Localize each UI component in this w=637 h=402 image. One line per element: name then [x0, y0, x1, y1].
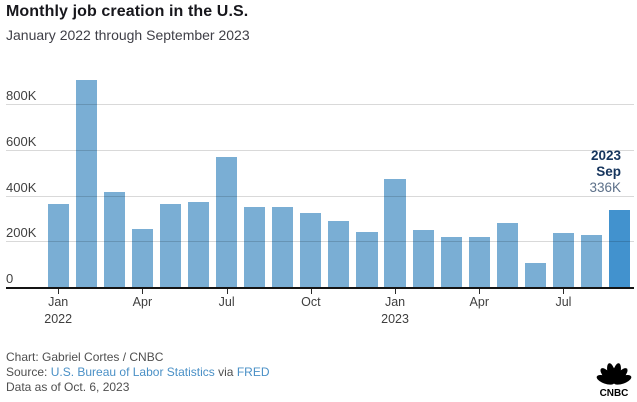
bar-Sep-2022 [272, 207, 294, 287]
gridline-600K [6, 149, 634, 151]
source-link-bls[interactable]: U.S. Bureau of Labor Statistics [50, 365, 215, 379]
x-tick-Apr [479, 289, 481, 294]
bar-Jul-2023 [552, 233, 575, 287]
x-tick-Jan2023 [395, 289, 397, 294]
latest-value-callout: 2023 Sep 336K [589, 148, 621, 196]
callout-month: Sep [596, 164, 621, 179]
bar-Aug-2022 [244, 206, 266, 287]
bar-Sep-2023 [609, 210, 631, 287]
x-tick-Oct [310, 289, 312, 294]
x-tick-Apr [142, 289, 144, 294]
chart-title: Monthly job creation in the U.S. [6, 3, 249, 20]
x-tick-Jan2022 [58, 289, 60, 294]
bar-Nov-2022 [328, 220, 350, 287]
source-link-fred[interactable]: FRED [236, 365, 270, 379]
x-axis-label-Oct: Oct [301, 295, 321, 309]
gridline-400K [6, 195, 634, 197]
data-as-of: Data as of Oct. 6, 2023 [6, 380, 130, 394]
bar-Feb-2023 [412, 230, 434, 287]
x-tick-Jul [563, 289, 565, 294]
bar-Oct-2022 [300, 212, 322, 287]
x-axis-year-2022: 2022 [44, 312, 73, 326]
y-axis-label-400K: 400K [6, 179, 37, 195]
y-axis-label-0: 0 [6, 271, 14, 286]
bar-Mar-2023 [440, 237, 462, 287]
bar-Jun-2022 [187, 202, 210, 287]
x-axis-label-Jan: Jan [48, 295, 69, 309]
y-axis-label-600K: 600K [6, 133, 37, 149]
y-axis-label-800K: 800K [6, 88, 37, 104]
source-label: Source: [6, 365, 48, 379]
x-axis-year-2023: 2023 [381, 312, 409, 326]
cnbc-logo: CNBC [596, 363, 632, 399]
bar-Dec-2022 [356, 232, 378, 287]
bar-Mar-2022 [103, 192, 125, 287]
x-axis-label-Jul: Jul [218, 295, 235, 309]
x-axis-label-Jul: Jul [555, 295, 572, 309]
cnbc-logo-text: CNBC [600, 388, 629, 399]
chart-footer: Chart: Gabriel Cortes / CNBC Source: U.S… [6, 350, 270, 395]
peacock-icon [596, 363, 632, 385]
bar-Apr-2022 [131, 228, 153, 287]
bar-Jan-2022 [47, 203, 69, 287]
gridline-800K [6, 104, 634, 106]
x-axis-label-Apr: Apr [469, 295, 489, 309]
bar-May-2022 [159, 203, 182, 287]
x-axis-line [6, 287, 634, 289]
bar-Jun-2023 [524, 263, 546, 287]
bar-Aug-2023 [580, 235, 603, 287]
bar-Jan-2023 [384, 179, 406, 287]
x-axis-label-Apr: Apr [132, 295, 153, 309]
bar-Feb-2022 [75, 80, 97, 287]
chart-subtitle: January 2022 through September 2023 [6, 27, 250, 43]
gridline-200K [6, 241, 634, 243]
source-line: Source: U.S. Bureau of Labor Statistics … [6, 365, 270, 380]
callout-value: 336K [589, 180, 621, 195]
callout-year: 2023 [590, 148, 621, 163]
bar-May-2023 [496, 222, 518, 287]
source-conjunction: via [218, 365, 234, 379]
chart-credit: Chart: Gabriel Cortes / CNBC [6, 350, 164, 364]
y-axis-label-200K: 200K [6, 225, 37, 241]
bar-Jul-2022 [216, 157, 238, 287]
x-axis-label-Jan: Jan [384, 295, 406, 309]
bar-Apr-2023 [468, 237, 490, 287]
x-tick-Jul [226, 289, 228, 294]
